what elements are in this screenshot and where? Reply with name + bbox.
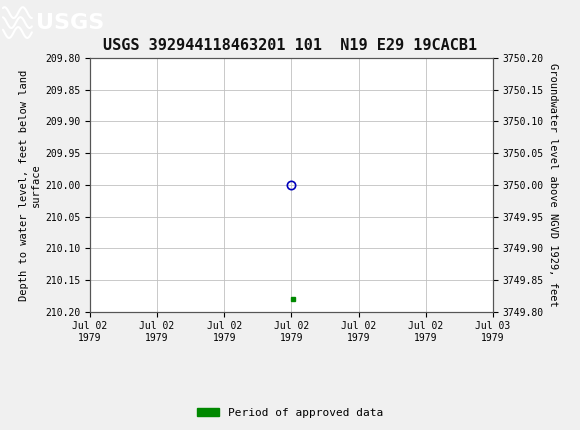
Y-axis label: Groundwater level above NGVD 1929, feet: Groundwater level above NGVD 1929, feet	[548, 63, 558, 307]
Text: USGS: USGS	[36, 12, 104, 33]
Y-axis label: Depth to water level, feet below land
surface: Depth to water level, feet below land su…	[19, 69, 41, 301]
Text: USGS 392944118463201 101  N19 E29 19CACB1: USGS 392944118463201 101 N19 E29 19CACB1	[103, 38, 477, 53]
Legend: Period of approved data: Period of approved data	[193, 403, 387, 422]
